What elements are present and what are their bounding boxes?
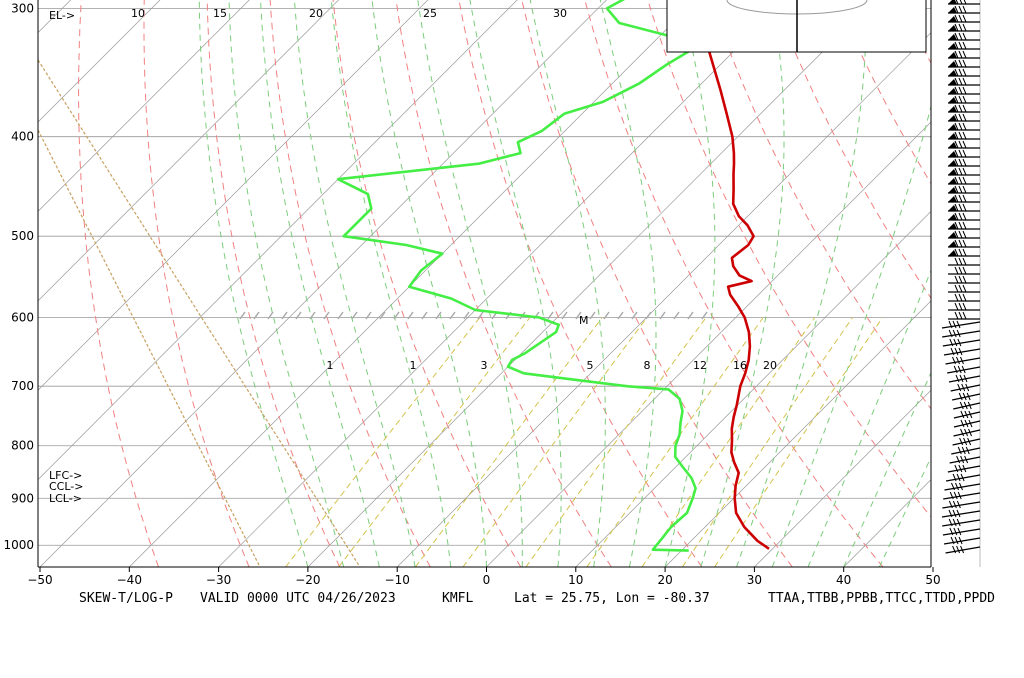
x-tick-label: 20: [657, 573, 672, 587]
footer-station: KMFL: [442, 591, 473, 606]
pressure-tick-label: 500: [11, 229, 34, 243]
footer-codes: TTAA,TTBB,PPBB,TTCC,TTDD,PPDD: [768, 591, 995, 606]
mixing-ratio-label: 20: [763, 359, 777, 372]
hodograph-inset: [667, 0, 926, 52]
mixing-ratio-label: 8: [644, 359, 651, 372]
level-label-el: EL->: [49, 9, 75, 22]
x-tick-label: 0: [483, 573, 491, 587]
pressure-tick-label: 700: [11, 379, 34, 393]
moist-adiabat-label: 20: [309, 7, 323, 20]
mixing-ratio-label: 16: [733, 359, 747, 372]
footer-location: Lat = 25.75, Lon = -80.37: [514, 591, 710, 606]
footer-bar: SKEW-T/LOG-P VALID 0000 UTC 04/26/2023 K…: [0, 588, 1024, 610]
level-label-mark: M: [579, 314, 589, 327]
pressure-tick-label: 300: [11, 1, 34, 15]
x-tick-label: −50: [27, 573, 52, 587]
footer-valid-time: VALID 0000 UTC 04/26/2023: [200, 591, 396, 606]
level-label-lcl: LCL->: [49, 492, 82, 505]
mixing-ratio-label: 3: [481, 359, 488, 372]
x-tick-label: −10: [385, 573, 410, 587]
mixing-ratio-label: 1: [410, 359, 417, 372]
mixing-ratio-label: 12: [693, 359, 707, 372]
pressure-tick-label: 400: [11, 130, 34, 144]
moist-adiabat-label: 30: [553, 7, 567, 20]
x-tick-label: 40: [836, 573, 851, 587]
skewt-chart: −50−40−30−20−100102030405020030040050060…: [0, 0, 1024, 610]
x-tick-label: −20: [295, 573, 320, 587]
moist-adiabat-label: 10: [131, 7, 145, 20]
moist-adiabat-label: 15: [213, 7, 227, 20]
moist-adiabat-label: 25: [423, 7, 437, 20]
footer-title: SKEW-T/LOG-P: [79, 591, 173, 606]
x-tick-label: 10: [568, 573, 583, 587]
pressure-tick-label: 600: [11, 310, 34, 324]
mixing-ratio-label: 1: [327, 359, 334, 372]
mixing-ratio-label: 5: [587, 359, 594, 372]
pressure-tick-label: 900: [11, 491, 34, 505]
x-tick-label: 30: [747, 573, 762, 587]
pressure-tick-label: 800: [11, 439, 34, 453]
pressure-tick-label: 1000: [3, 538, 34, 552]
x-tick-label: −40: [117, 573, 142, 587]
x-tick-label: 50: [925, 573, 940, 587]
x-tick-label: −30: [206, 573, 231, 587]
